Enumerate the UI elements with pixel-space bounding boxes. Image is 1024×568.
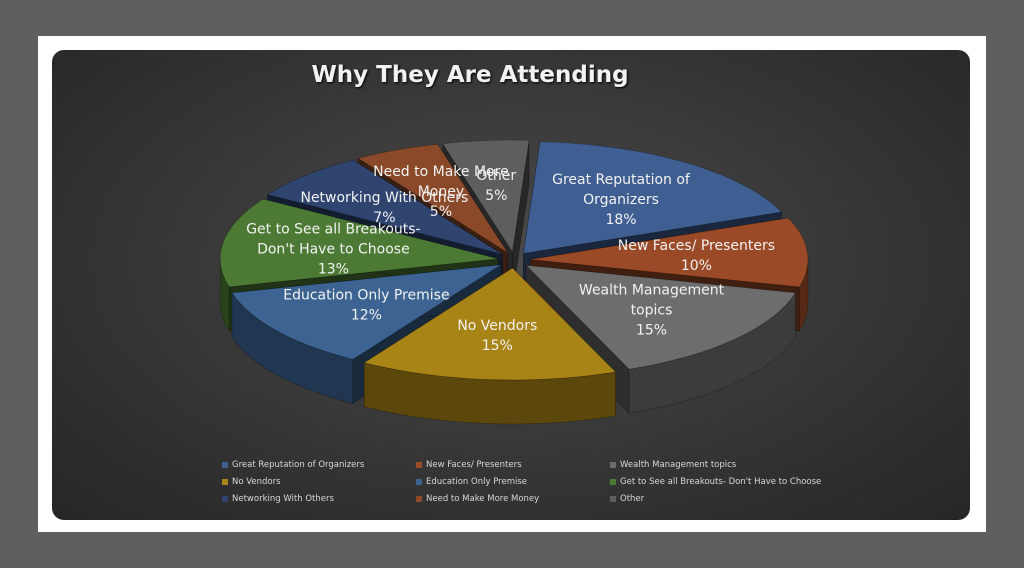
legend-label: New Faces/ Presenters <box>426 460 522 470</box>
legend-label: Great Reputation of Organizers <box>232 460 365 470</box>
slice-tops <box>219 139 809 381</box>
chart-area: Great Reputation of Organizers 18% New Face… <box>52 50 970 520</box>
legend-item: Get to See all Breakouts- Don't Have to … <box>610 477 850 487</box>
slice-5 <box>219 198 499 288</box>
legend-label: Get to See all Breakouts- Don't Have to … <box>620 477 822 487</box>
legend-label: Networking With Others <box>232 494 334 504</box>
legend-label: Wealth Management topics <box>620 460 737 470</box>
legend-item: Great Reputation of Organizers <box>222 460 416 470</box>
legend-item: Education Only Premise <box>416 477 610 487</box>
legend-label: Other <box>620 494 645 504</box>
legend-label: No Vendors <box>232 477 281 487</box>
legend-item: Need to Make More Money <box>416 494 610 504</box>
slice-0 <box>522 141 783 254</box>
legend-swatch <box>610 479 616 485</box>
legend-item: Other <box>610 494 850 504</box>
data-label-4: Education Only Premise 12% <box>283 287 449 323</box>
data-label-1: New Faces/ Presenters 10% <box>618 238 775 274</box>
legend-swatch <box>222 462 228 468</box>
slice-6 <box>266 159 503 255</box>
legend-swatch <box>610 462 616 468</box>
legend-swatch <box>222 479 228 485</box>
data-label-0: Great Reputation of Organizers 18% <box>552 172 691 228</box>
legend-label: Need to Make More Money <box>426 494 540 504</box>
slice-labels: Great Reputation of Organizers 18% New Face… <box>246 164 775 354</box>
slice-3 <box>363 267 617 381</box>
slice-outer-wall-2-0 <box>628 291 796 414</box>
legend-swatch <box>416 462 422 468</box>
data-label-6: Networking With Others 7% <box>300 190 468 226</box>
legend-item: New Faces/ Presenters <box>416 460 610 470</box>
chart-legend: Great Reputation of Organizers New Faces/… <box>222 460 862 504</box>
data-label-5: Get to See all Breakouts-Don't Have to C… <box>246 221 420 277</box>
slice-8 <box>441 139 530 254</box>
data-label-8: Other 5% <box>476 168 516 204</box>
legend-swatch <box>416 479 422 485</box>
data-label-7: Need to Make More Money 5% <box>373 164 509 220</box>
slice-2 <box>524 264 797 370</box>
legend-swatch <box>416 496 422 502</box>
slice-7 <box>357 143 508 254</box>
legend-item: Wealth Management topics <box>610 460 850 470</box>
data-label-3: No Vendors 15% <box>457 318 537 354</box>
pie-chart: Great Reputation of Organizers 18% New Face… <box>219 139 809 425</box>
legend-item: No Vendors <box>222 477 416 487</box>
legend-item: Networking With Others <box>222 494 416 504</box>
data-label-2: Wealth Management topics 15% <box>579 283 725 339</box>
slice-1 <box>529 217 809 288</box>
legend-label: Education Only Premise <box>426 477 528 487</box>
chart-title: Why They Are Attending <box>311 62 629 88</box>
slice-outer-wall-5-0 <box>219 258 230 332</box>
slice-outer-wall-4-0 <box>231 291 354 404</box>
slice-4 <box>231 264 502 360</box>
legend-swatch <box>222 496 228 502</box>
legend-swatch <box>610 496 616 502</box>
